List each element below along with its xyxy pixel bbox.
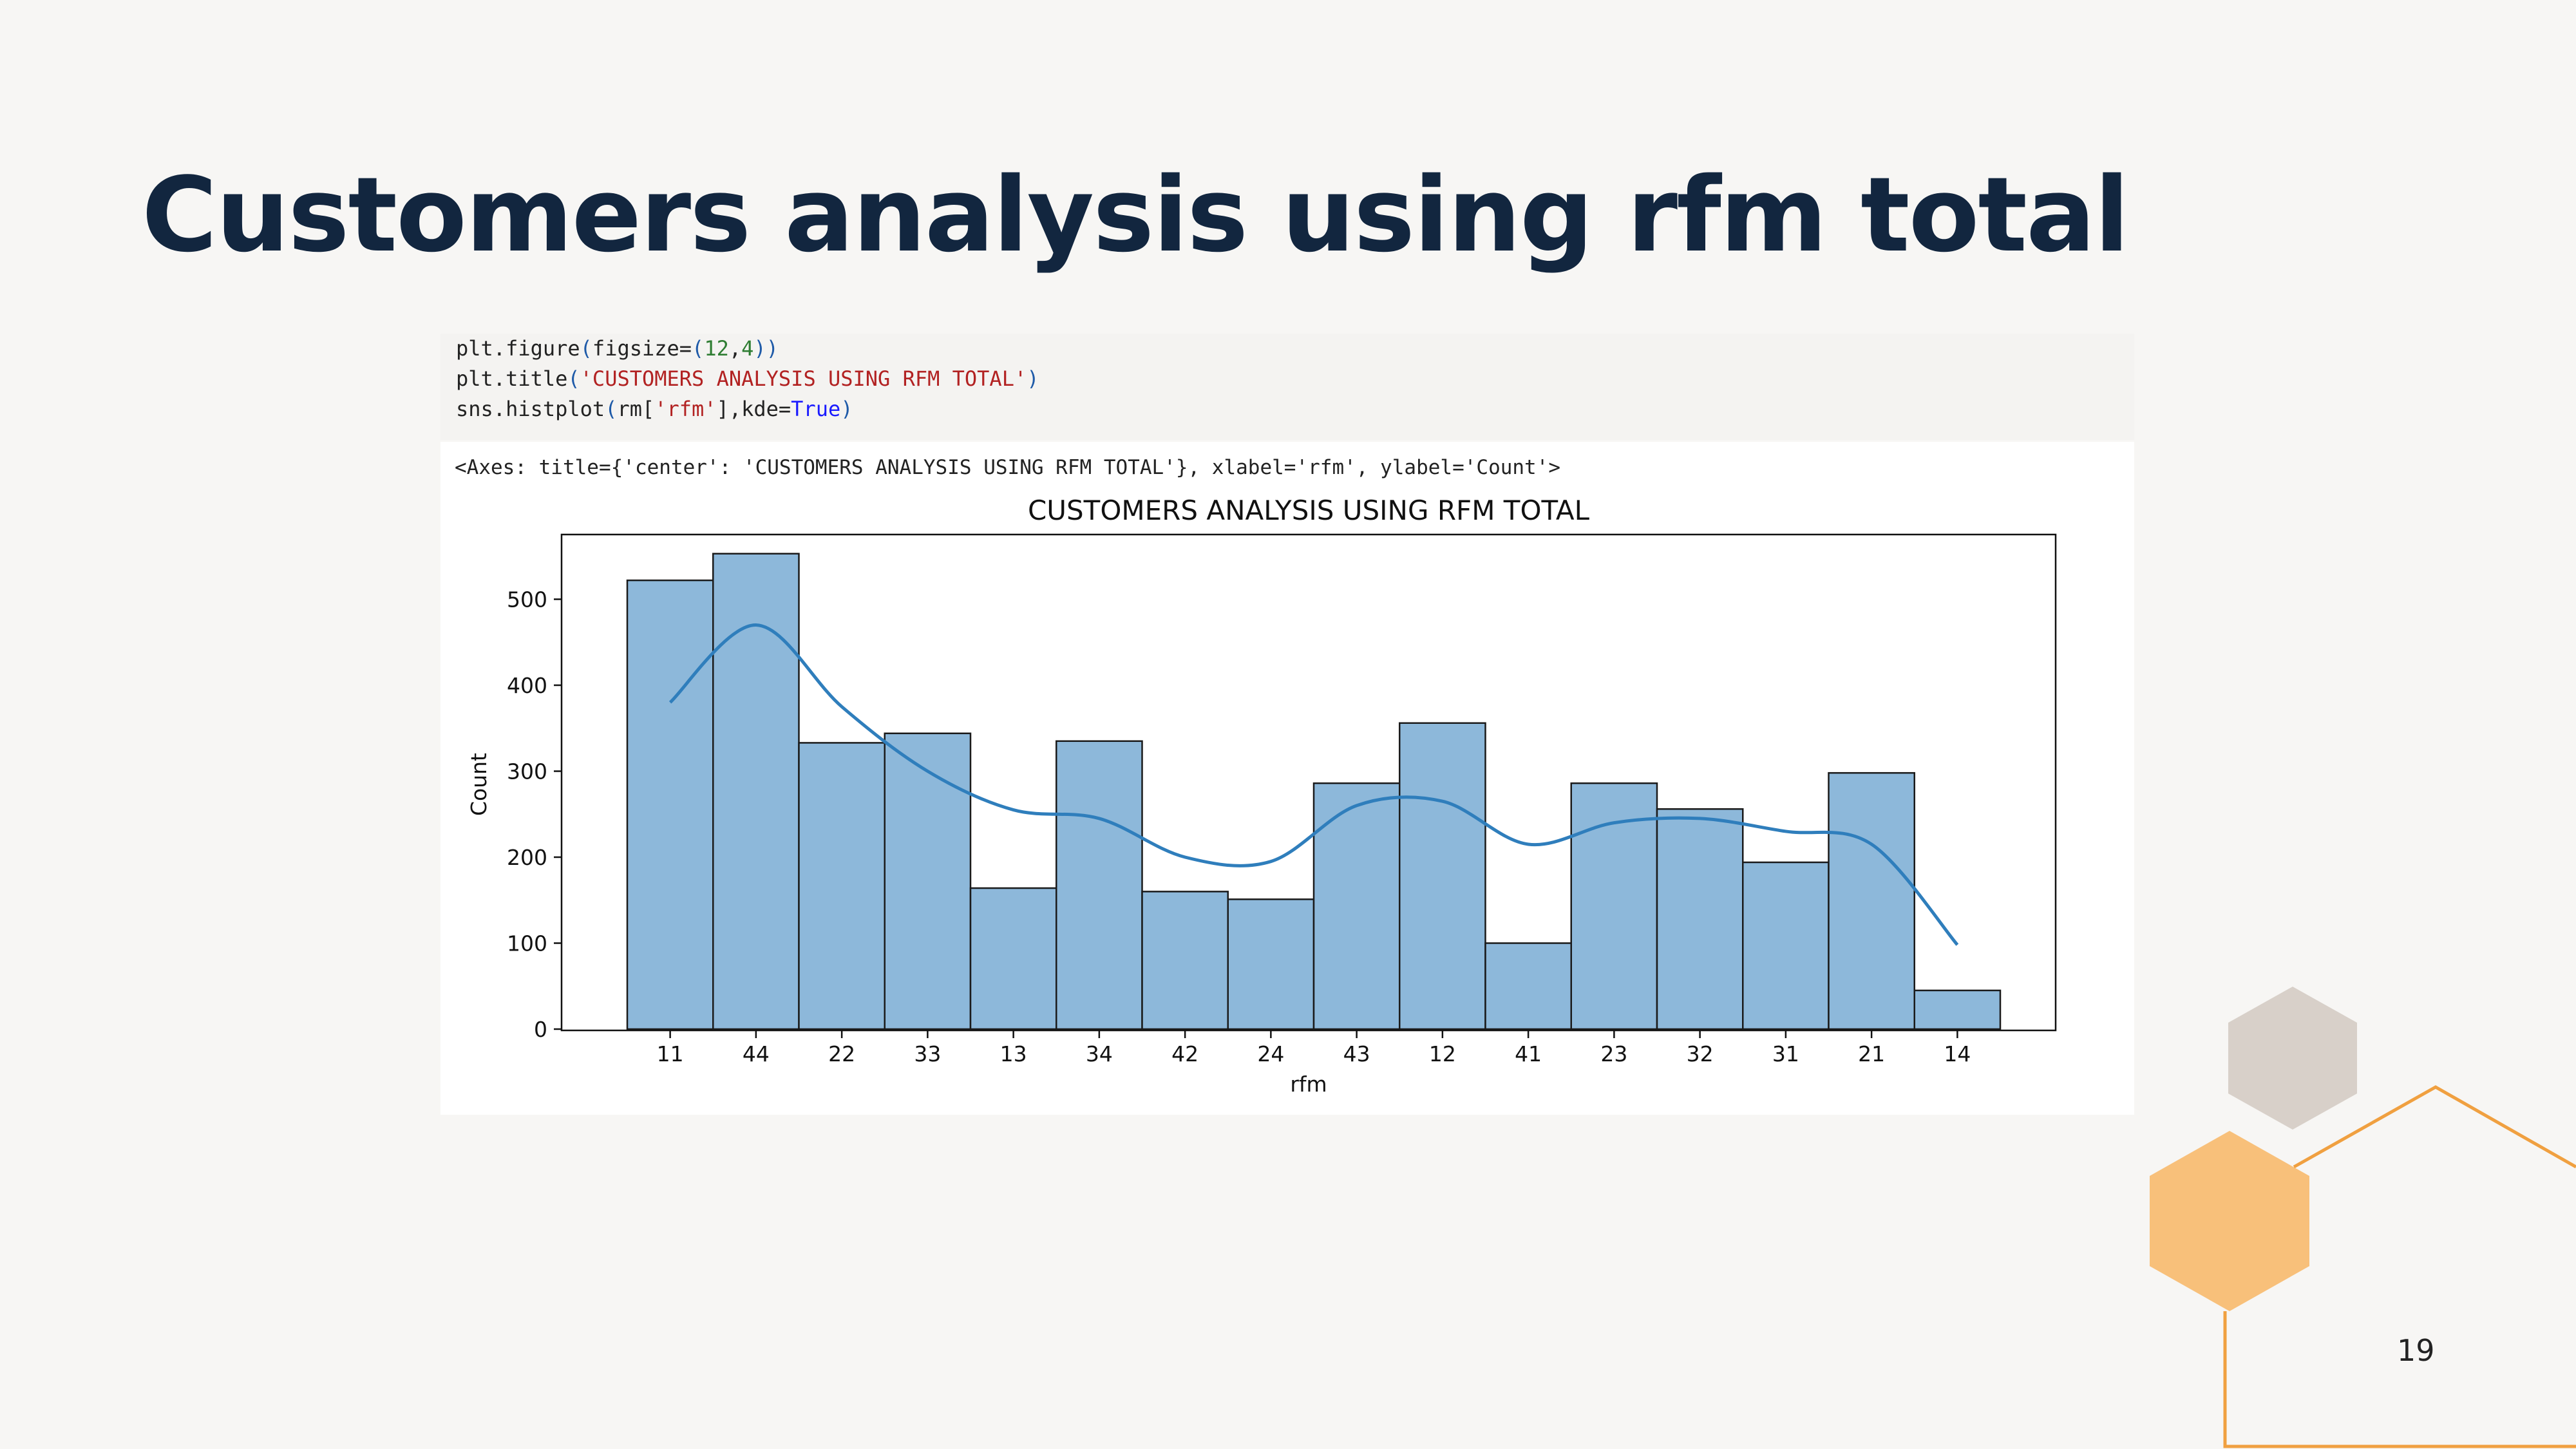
code-token: ( bbox=[692, 336, 705, 361]
axes-repr-text: <Axes: title={'center': 'CUSTOMERS ANALY… bbox=[455, 456, 1561, 479]
x-axis-label: rfm bbox=[1290, 1072, 1327, 1097]
histogram-bar bbox=[798, 742, 886, 1030]
x-tick-label: 23 bbox=[1600, 1041, 1627, 1066]
x-tick-label: 32 bbox=[1687, 1041, 1714, 1066]
code-token: ( bbox=[567, 366, 580, 391]
code-token: ) bbox=[753, 336, 766, 361]
code-token: True bbox=[791, 397, 841, 421]
code-line-2: plt.title('CUSTOMERS ANALYSIS USING RFM … bbox=[456, 366, 1039, 391]
orange-hexagon-shape bbox=[2150, 1131, 2309, 1311]
orange-outline-shape bbox=[2293, 1085, 2576, 1169]
code-token: figsize= bbox=[592, 336, 692, 361]
code-token: 'rfm' bbox=[654, 397, 717, 421]
code-token: , bbox=[728, 336, 742, 361]
y-axis: 0 100 200 300 400 500 bbox=[507, 587, 562, 1042]
code-token: ) bbox=[840, 397, 853, 421]
output-panel: <Axes: title={'center': 'CUSTOMERS ANALY… bbox=[440, 442, 2134, 1115]
code-token: 'CUSTOMERS ANALYSIS USING RFM TOTAL' bbox=[580, 366, 1027, 391]
x-tick-label: 44 bbox=[743, 1041, 770, 1066]
y-tick-label: 100 bbox=[507, 931, 547, 956]
histogram-bar bbox=[884, 732, 972, 1030]
code-token: ( bbox=[605, 397, 618, 421]
histogram-bar bbox=[1056, 740, 1143, 1030]
histogram-bar bbox=[1828, 772, 1915, 1030]
x-tick-label: 21 bbox=[1858, 1041, 1885, 1066]
y-tick-label: 0 bbox=[534, 1017, 547, 1042]
code-line-3: sns.histplot(rm['rfm'],kde=True) bbox=[456, 397, 853, 421]
code-token: ) bbox=[766, 336, 779, 361]
histogram-bar bbox=[1913, 989, 2002, 1030]
x-tick-label: 42 bbox=[1171, 1041, 1198, 1066]
code-token: ) bbox=[1027, 366, 1039, 391]
x-tick-label: 12 bbox=[1429, 1041, 1456, 1066]
x-tick-label: 22 bbox=[828, 1041, 855, 1066]
code-token: ( bbox=[580, 336, 592, 361]
histogram-bar bbox=[1141, 891, 1229, 1030]
histogram-bar bbox=[1656, 808, 1744, 1030]
code-token: plt.figure bbox=[456, 336, 580, 361]
y-tick-label: 200 bbox=[507, 845, 547, 870]
code-token: sns.histplot bbox=[456, 397, 605, 421]
x-tick-label: 34 bbox=[1086, 1041, 1113, 1066]
x-tick-label: 11 bbox=[657, 1041, 684, 1066]
y-tick-label: 500 bbox=[507, 587, 547, 612]
code-cell[interactable]: plt.figure(figsize=(12,4)) plt.title('CU… bbox=[440, 334, 2134, 440]
code-token: rm[ bbox=[617, 397, 655, 421]
x-tick-label: 14 bbox=[1944, 1041, 1971, 1066]
histogram-bar bbox=[1742, 861, 1830, 1030]
code-line-1: plt.figure(figsize=(12,4)) bbox=[456, 336, 779, 361]
histogram-bar bbox=[969, 887, 1057, 1030]
x-tick-label: 24 bbox=[1257, 1041, 1284, 1066]
histogram-chart: CUSTOMERS ANALYSIS USING RFM TOTAL 0 100 2… bbox=[466, 495, 2057, 1097]
code-token: 4 bbox=[741, 336, 754, 361]
y-tick-label: 300 bbox=[507, 759, 547, 784]
code-token: plt.title bbox=[456, 366, 568, 391]
histogram-bar bbox=[1227, 898, 1315, 1030]
x-tick-label: 33 bbox=[914, 1041, 941, 1066]
x-axis: 11 44 22 33 13 34 42 24 43 12 41 23 32 31 21 14 bbox=[657, 1030, 1971, 1066]
x-tick-label: 13 bbox=[1000, 1041, 1027, 1066]
histogram-bar bbox=[1484, 942, 1572, 1030]
y-axis-label: Count bbox=[466, 753, 491, 816]
kde-curve bbox=[668, 623, 1959, 946]
x-tick-label: 41 bbox=[1515, 1041, 1542, 1066]
chart-title: CUSTOMERS ANALYSIS USING RFM TOTAL bbox=[1028, 495, 1590, 526]
histogram-bar bbox=[1399, 722, 1486, 1030]
y-tick-label: 400 bbox=[507, 673, 547, 698]
code-token: 12 bbox=[704, 336, 729, 361]
code-token: ],kde= bbox=[716, 397, 791, 421]
plot-frame bbox=[560, 533, 2057, 1032]
x-tick-label: 43 bbox=[1343, 1041, 1370, 1066]
gray-hexagon-shape bbox=[2228, 987, 2357, 1130]
histogram-bar bbox=[626, 579, 714, 1030]
slide-title: Customers analysis using rfm total bbox=[142, 155, 2130, 275]
histogram-bar bbox=[712, 553, 800, 1030]
page-number: 19 bbox=[2397, 1333, 2435, 1368]
orange-outline-lower-shape bbox=[2223, 1311, 2576, 1448]
x-tick-label: 31 bbox=[1772, 1041, 1799, 1066]
